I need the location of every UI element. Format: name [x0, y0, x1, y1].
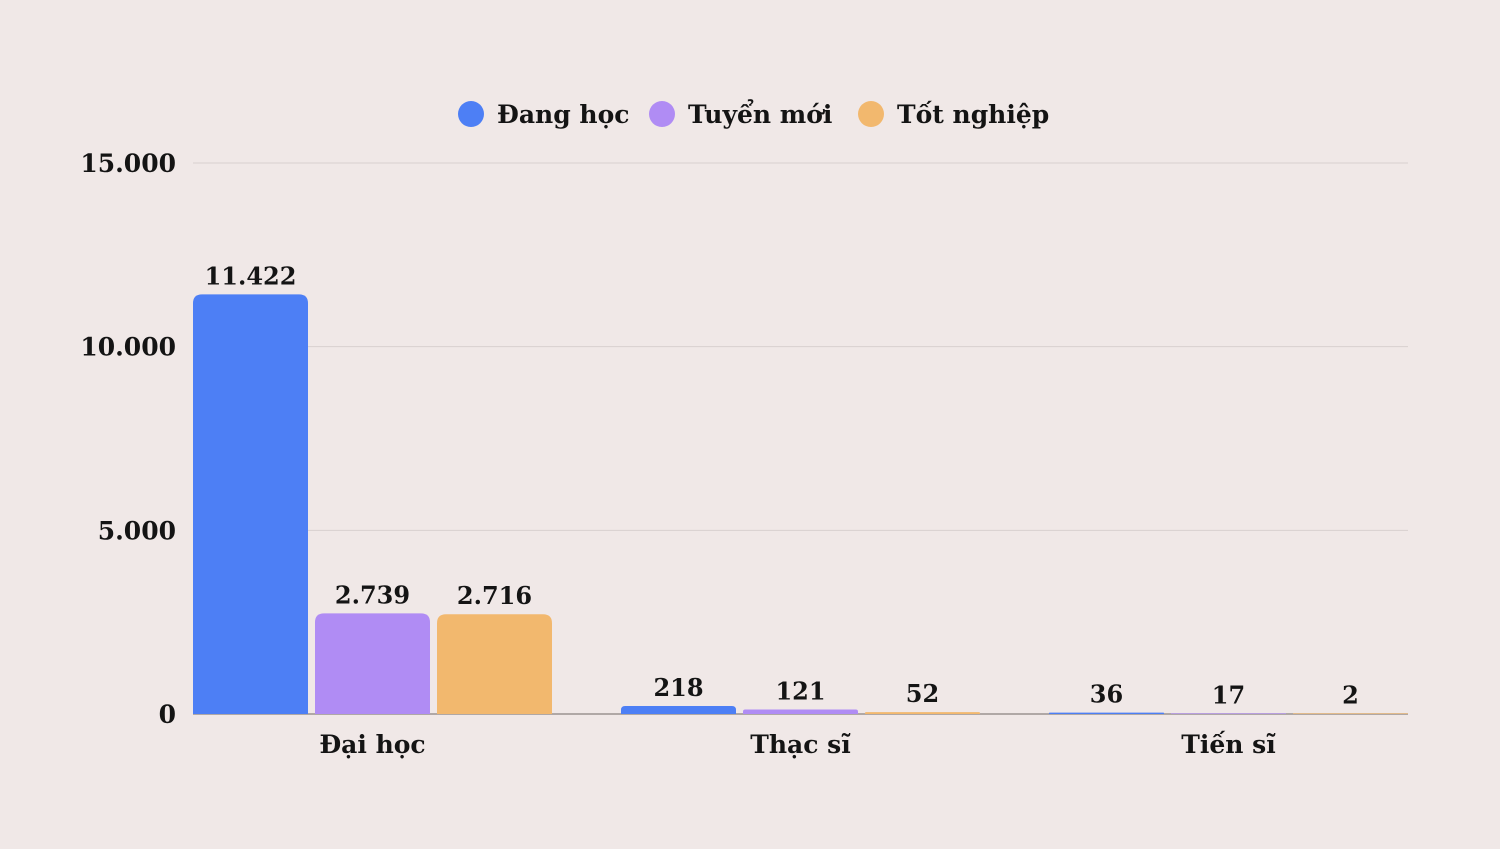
x-category-label: Thạc sĩ — [750, 730, 851, 759]
bar — [743, 709, 858, 714]
bar — [1049, 712, 1164, 714]
bar — [621, 705, 736, 714]
data-label: 17 — [1212, 680, 1245, 709]
data-labels: 11.422 2.739 2.716 218 121 52 36 17 2 — [205, 261, 1359, 709]
data-label: 121 — [775, 677, 825, 706]
bar — [437, 614, 552, 714]
data-label: 11.422 — [205, 261, 297, 290]
bar — [193, 294, 308, 714]
x-category-label: Đại học — [319, 730, 425, 759]
legend-label: Đang học — [497, 100, 629, 129]
bar — [1171, 713, 1286, 714]
legend-marker — [858, 101, 884, 127]
y-tick-label: 5.000 — [98, 516, 176, 545]
legend: Đang học Tuyển mới Tốt nghiệp — [458, 100, 1049, 129]
data-label: 218 — [653, 673, 703, 702]
data-label: 36 — [1090, 680, 1123, 709]
y-axis-ticks: 0 5.000 10.000 15.000 — [80, 149, 176, 729]
bar — [315, 613, 430, 714]
bar — [865, 712, 980, 714]
legend-marker — [458, 101, 484, 127]
legend-marker — [649, 101, 675, 127]
bar — [1293, 713, 1408, 714]
y-tick-label: 10.000 — [80, 333, 176, 362]
data-label: 2.716 — [457, 581, 532, 610]
bars — [193, 294, 1408, 714]
data-label: 2 — [1342, 680, 1359, 709]
data-label: 2.739 — [335, 580, 410, 609]
legend-label: Tốt nghiệp — [897, 100, 1049, 129]
x-category-label: Tiến sĩ — [1181, 730, 1276, 759]
y-tick-label: 0 — [159, 700, 176, 729]
legend-label: Tuyển mới — [688, 100, 832, 129]
data-label: 52 — [906, 679, 939, 708]
x-axis-categories: Đại học Thạc sĩ Tiến sĩ — [319, 730, 1276, 759]
y-tick-label: 15.000 — [80, 149, 176, 178]
